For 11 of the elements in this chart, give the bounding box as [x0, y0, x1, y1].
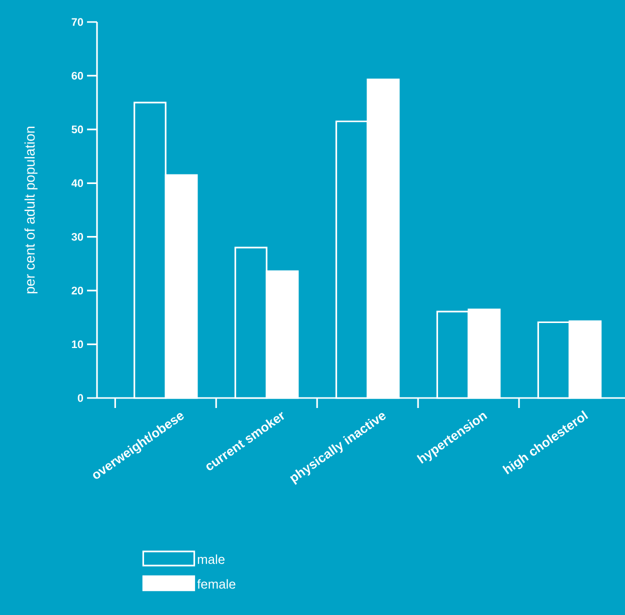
y-tick-label: 40	[71, 179, 84, 188]
y-tick-label: 70	[72, 18, 84, 26]
y-tick-label: 20	[72, 286, 84, 294]
legend-label: female	[197, 579, 236, 589]
y-tick-label: 30	[72, 232, 84, 241]
y-tick-label: 50	[72, 126, 84, 134]
y-axis-title: per cent of adult population	[24, 126, 38, 294]
y-tick-label: 60	[72, 72, 84, 80]
y-tick-label: 10	[72, 340, 84, 348]
legend-label: male	[198, 554, 225, 564]
y-tick-label: 0	[78, 394, 84, 402]
